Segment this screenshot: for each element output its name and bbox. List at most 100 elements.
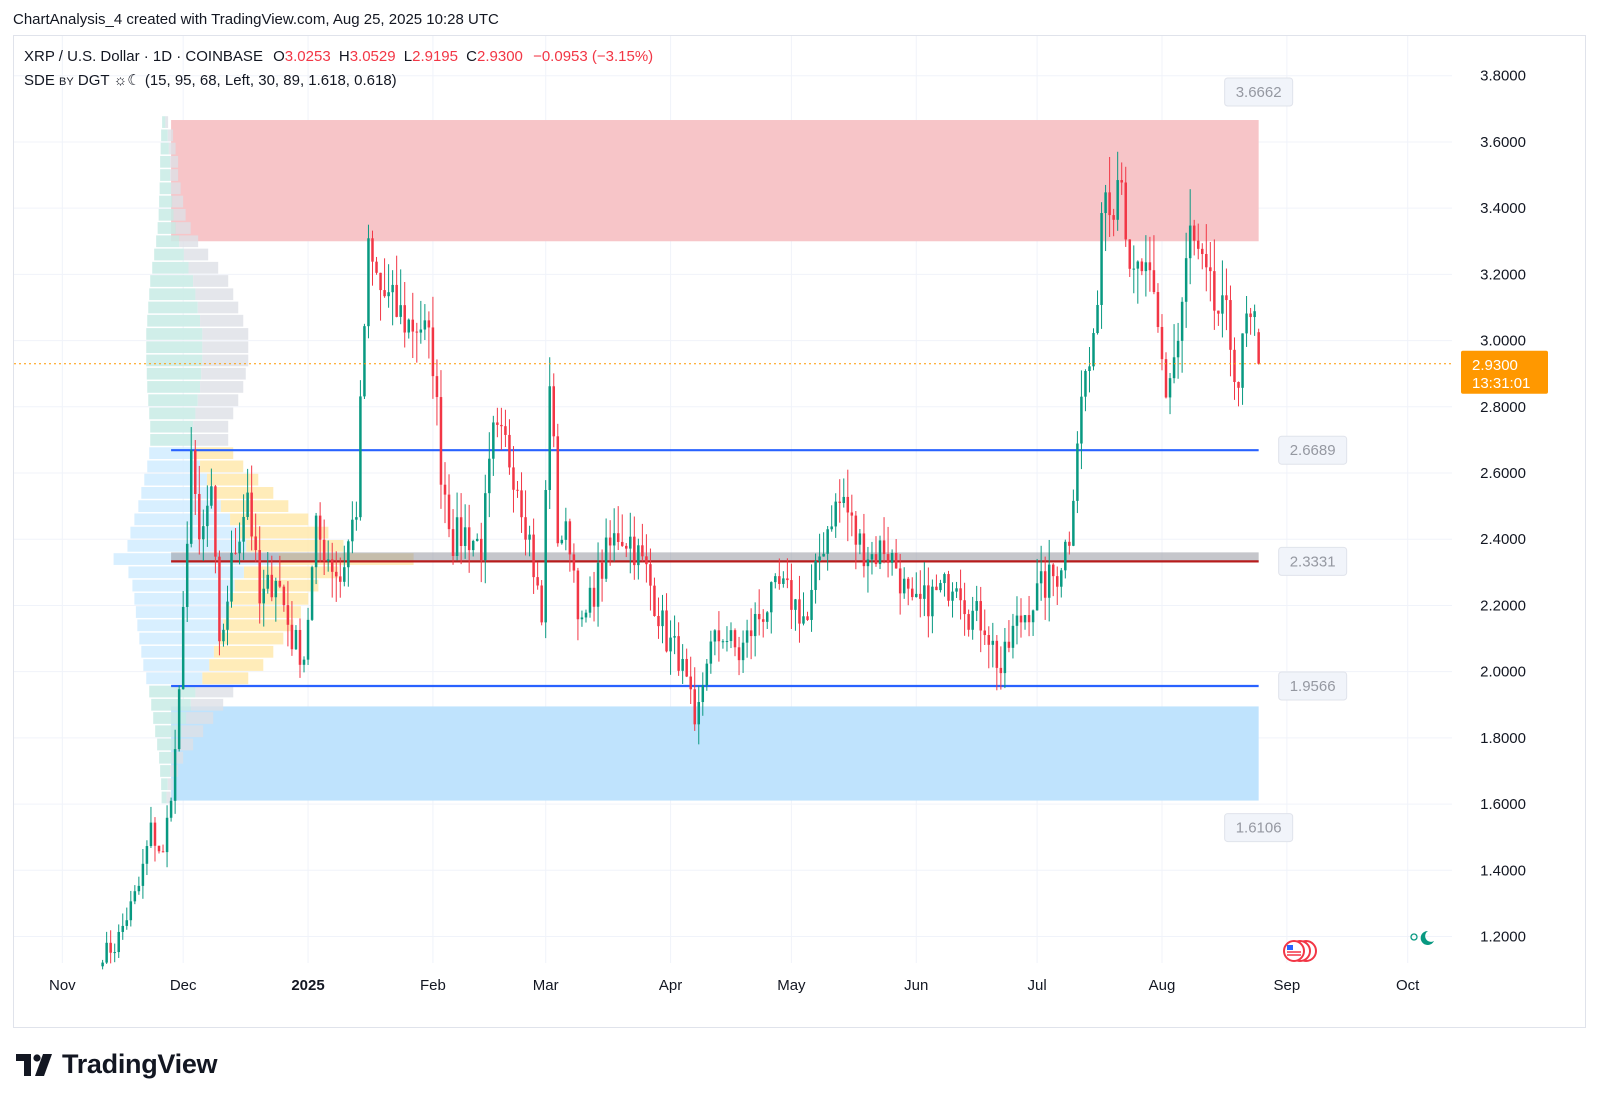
y-tick-label: 3.6000 <box>1480 134 1526 151</box>
candle-body <box>987 635 991 645</box>
candle-body <box>343 567 346 582</box>
chart-credit: ChartAnalysis_4 created with TradingView… <box>13 11 499 28</box>
candle-body <box>516 489 519 491</box>
open-label: O <box>273 48 285 65</box>
candle-body <box>270 574 274 598</box>
tradingview-logo[interactable]: TradingView <box>16 1049 218 1080</box>
candle-body <box>1221 295 1224 314</box>
candle-body <box>802 616 805 624</box>
volume-profile-bar-up <box>161 778 168 791</box>
x-tick-label: Mar <box>533 977 559 994</box>
indicator-legend[interactable]: SDE BY DGT ☼☾ (15, 95, 68, Left, 30, 89,… <box>24 71 397 89</box>
candle-body <box>874 554 878 565</box>
candle-body <box>923 585 926 599</box>
candle-body <box>177 689 181 750</box>
candle-body <box>955 588 958 592</box>
level-label-box <box>1224 77 1294 107</box>
candle-body <box>596 562 600 607</box>
theme-toggle-icon[interactable] <box>1410 930 1434 945</box>
candle-body <box>415 331 419 333</box>
candle-body <box>919 593 922 599</box>
candle-body <box>721 641 725 643</box>
price-chart[interactable]: 1.2000 1.4000 1.6000 1.8000 2.0000 2.2000 2.40… <box>0 0 1600 1030</box>
candle-body <box>612 533 616 546</box>
candle-body <box>1233 349 1236 383</box>
x-tick-label: Oct <box>1396 977 1420 994</box>
candle-body <box>475 538 479 541</box>
candle-body <box>492 422 495 459</box>
candle-body <box>737 647 741 661</box>
y-tick-label: 1.6000 <box>1480 796 1526 813</box>
low-value: 2.9195 <box>412 48 458 65</box>
candle-body <box>395 284 398 317</box>
volume-profile-bar-up <box>147 314 201 327</box>
volume-profile-bar-down <box>170 155 179 168</box>
volume-profile-bar-down <box>167 129 174 142</box>
candle-body <box>774 576 777 583</box>
candle-body <box>681 658 684 671</box>
candle-body <box>254 536 257 551</box>
candle-body <box>157 845 161 852</box>
x-tick-label: Sep <box>1274 977 1301 994</box>
candle-body <box>1015 615 1019 626</box>
volume-profile-bar-up <box>150 275 194 287</box>
volume-profile-bar-down <box>188 261 219 274</box>
candle-body <box>1209 267 1212 272</box>
candle-body <box>556 436 560 544</box>
candle-body <box>105 942 108 963</box>
volume-profile-bar-down <box>193 420 229 433</box>
candle-body <box>1064 541 1067 571</box>
candle-body <box>246 492 249 517</box>
volume-profile-bar-up <box>147 381 201 393</box>
candle-body <box>939 583 942 591</box>
candle-body <box>778 576 781 584</box>
symbol-legend[interactable]: XRP / U.S. Dollar · 1D · COINBASE O3.025… <box>24 48 653 65</box>
indicator-name[interactable]: SDE <box>24 72 55 89</box>
candle-body <box>834 501 837 527</box>
level-label: 1.6106 <box>1236 820 1282 837</box>
candle-body <box>443 484 447 495</box>
volume-profile-bar-up <box>143 659 210 671</box>
candle-body <box>971 610 974 630</box>
candle-body <box>870 554 874 560</box>
zones <box>171 120 1259 801</box>
volume-profile-bar-down <box>179 235 199 248</box>
candle-body <box>858 533 862 545</box>
indicator-params: (15, 95, 68, Left, 30, 89, 1.618, 0.618) <box>144 72 397 89</box>
resistance-zone <box>171 120 1259 242</box>
candle-body <box>600 562 604 579</box>
economic-events-icon[interactable] <box>1283 940 1317 962</box>
volume-profile-bar-down <box>202 328 249 340</box>
y-tick-label: 3.4000 <box>1480 200 1526 217</box>
candle-body <box>347 541 350 568</box>
candle-body <box>1076 443 1079 501</box>
candle-body <box>1084 370 1087 397</box>
volume-profile-bar-down <box>213 487 274 499</box>
candle-body <box>1072 500 1075 546</box>
candle-body <box>181 606 185 690</box>
candle-body <box>967 614 970 630</box>
candle-body <box>902 578 906 594</box>
candle-body <box>625 545 628 549</box>
candle-body <box>705 663 709 686</box>
x-tick-label: Aug <box>1149 977 1176 994</box>
volume-profile-bar-down <box>197 394 239 407</box>
candle-body <box>423 320 427 330</box>
symbol-title[interactable]: XRP / U.S. Dollar · 1D · COINBASE <box>24 48 263 65</box>
candle-body <box>1128 239 1132 269</box>
candle-body <box>351 519 354 542</box>
candle-body <box>242 516 245 542</box>
chart-frame[interactable] <box>13 35 1586 1028</box>
candle-body <box>1100 213 1103 305</box>
candle-body <box>480 538 483 561</box>
candle-body <box>1112 215 1115 220</box>
candle-body <box>689 676 692 690</box>
volume-profile-bar-up <box>151 698 191 711</box>
volume-profile-bar-up <box>160 142 169 155</box>
candle-body <box>1023 615 1027 623</box>
candle-body <box>1027 615 1031 623</box>
x-tick-label: Nov <box>49 977 76 994</box>
candle-body <box>540 585 543 623</box>
volume-profile-bar-up <box>152 261 189 274</box>
volume-profile-bar-up <box>156 235 180 248</box>
